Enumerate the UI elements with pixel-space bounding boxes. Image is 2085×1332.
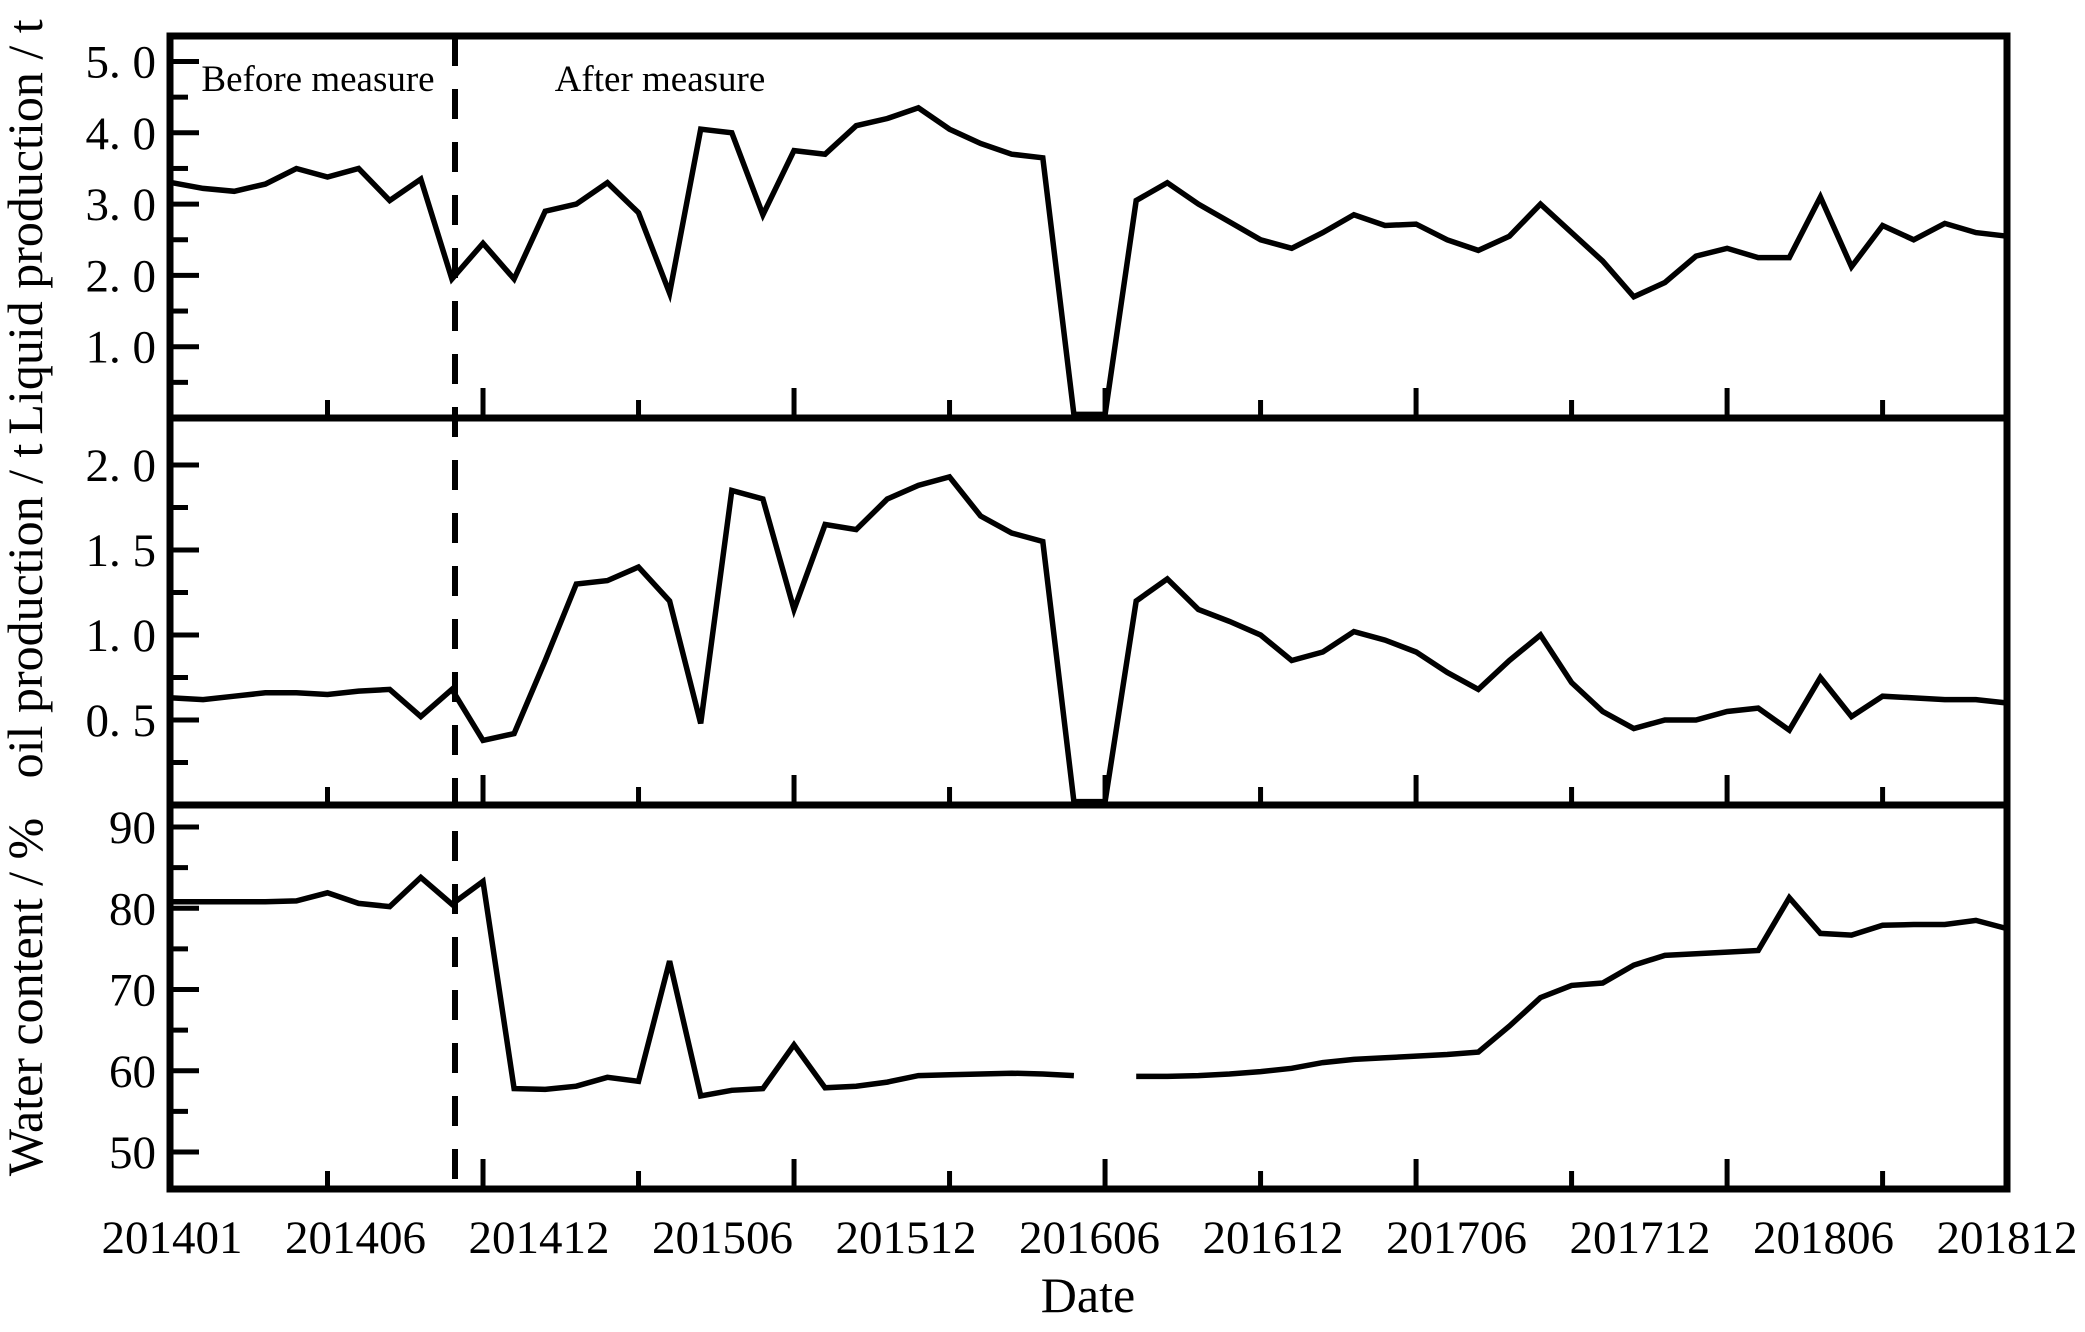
x-tick-label: 201806 (1753, 1212, 1894, 1264)
x-tick-label: 201506 (652, 1212, 793, 1264)
liquid-y-tick-label: 2. 0 (86, 250, 157, 302)
liquid-panel-border (166, 32, 2011, 422)
liquid-y-tick-label: 1. 0 (86, 322, 157, 374)
oil-series-line (171, 473, 2008, 805)
x-axis-title: Date (1041, 1267, 1135, 1323)
x-tick-label: 201401 (102, 1212, 243, 1264)
x-tick-label: 201512 (836, 1212, 977, 1264)
water-y-tick-label: 60 (109, 1046, 156, 1098)
x-tick-label: 201812 (1937, 1212, 2078, 1264)
water-y-tick-label: 90 (109, 802, 156, 854)
x-tick-label: 201706 (1386, 1212, 1527, 1264)
x-tick-label: 201406 (285, 1212, 426, 1264)
x-tick-label: 201412 (469, 1212, 610, 1264)
water-y-tick-label: 70 (109, 965, 156, 1017)
oil-y-tick-label: 2. 0 (86, 440, 157, 492)
liquid-y-axis-title: Liquid production / t (0, 19, 53, 434)
oil-y-tick-label: 1. 0 (86, 610, 157, 662)
after-measure-annotation: After measure (555, 59, 766, 100)
water-series-line (172, 873, 2008, 1100)
oil-y-tick-label: 0. 5 (86, 695, 157, 747)
x-tick-label: 201606 (1019, 1212, 1160, 1264)
water-y-tick-label: 50 (109, 1127, 156, 1179)
water-y-tick-label: 80 (109, 883, 156, 935)
water-y-axis-title: Water content / % (0, 818, 53, 1176)
chart-dynamic-layer: 5. 0 4. 0 3. 0 2. 0 1. 0 2. 0 1. 5 1. 0 0. 5 90 80… (86, 37, 2078, 1265)
liquid-y-tick-label: 5. 0 (86, 37, 157, 89)
oil-panel-border (166, 414, 2011, 809)
liquid-y-tick-label: 3. 0 (86, 179, 157, 231)
oil-y-axis-title: oil production / t (0, 444, 53, 779)
before-measure-annotation: Before measure (201, 59, 434, 100)
x-tick-label: 201712 (1570, 1212, 1711, 1264)
oil-y-tick-label: 1. 5 (86, 525, 157, 577)
water-panel-border (166, 801, 2011, 1193)
liquid-y-tick-label: 4. 0 (86, 108, 157, 160)
x-tick-label: 201612 (1203, 1212, 1344, 1264)
liquid-series-line (171, 104, 2008, 418)
